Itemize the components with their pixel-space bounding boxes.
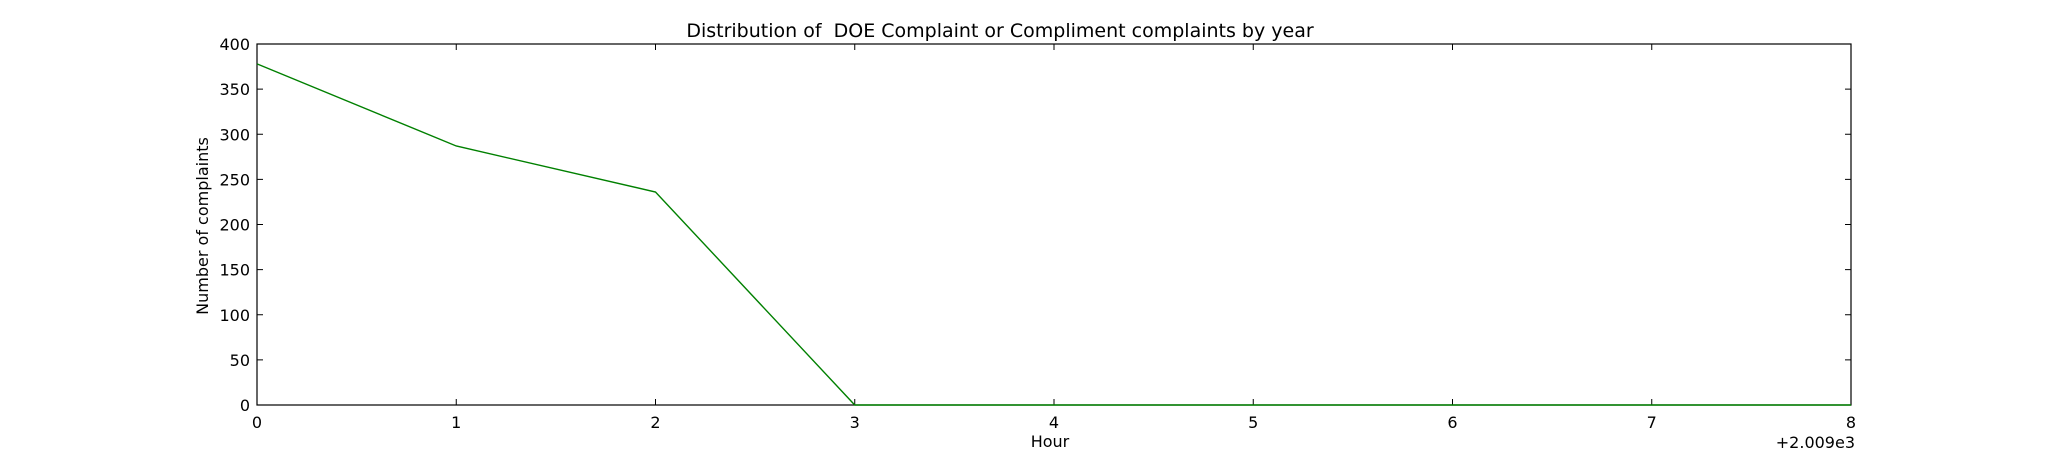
y-tick-label: 100 [219,306,250,325]
y-tick-label: 0 [240,396,250,415]
x-tick-label: 3 [850,413,860,432]
x-axis-label: Hour [1031,432,1070,450]
y-tick-label: 50 [230,351,250,370]
x-tick-label: 8 [1846,413,1856,432]
y-tick-label: 350 [219,80,250,99]
x-tick-label: 2 [650,413,660,432]
x-tick-label: 4 [1049,413,1059,432]
x-tick-label: 7 [1647,413,1657,432]
x-tick-label: 1 [451,413,461,432]
chart-title: Distribution of DOE Complaint or Complim… [686,20,1314,42]
series-line-0 [256,63,1851,406]
x-axis-offset-text: +2.009e3 [1776,433,1855,450]
plot-frame [256,43,1852,406]
x-axis: 0 1 2 3 4 5 6 7 8 [252,44,1856,432]
y-tick-label: 200 [219,216,250,235]
x-tick-label: 0 [252,413,262,432]
x-tick-label: 5 [1248,413,1258,432]
y-tick-label: 250 [219,170,250,189]
y-tick-label: 400 [219,35,250,54]
series-layer [256,63,1851,406]
y-axis-label: Number of complaints [193,137,212,315]
x-tick-label: 6 [1447,413,1457,432]
y-tick-label: 300 [219,125,250,144]
y-tick-label: 150 [219,261,250,280]
y-axis: 0 50 100 150 200 250 300 350 400 [219,35,1851,415]
